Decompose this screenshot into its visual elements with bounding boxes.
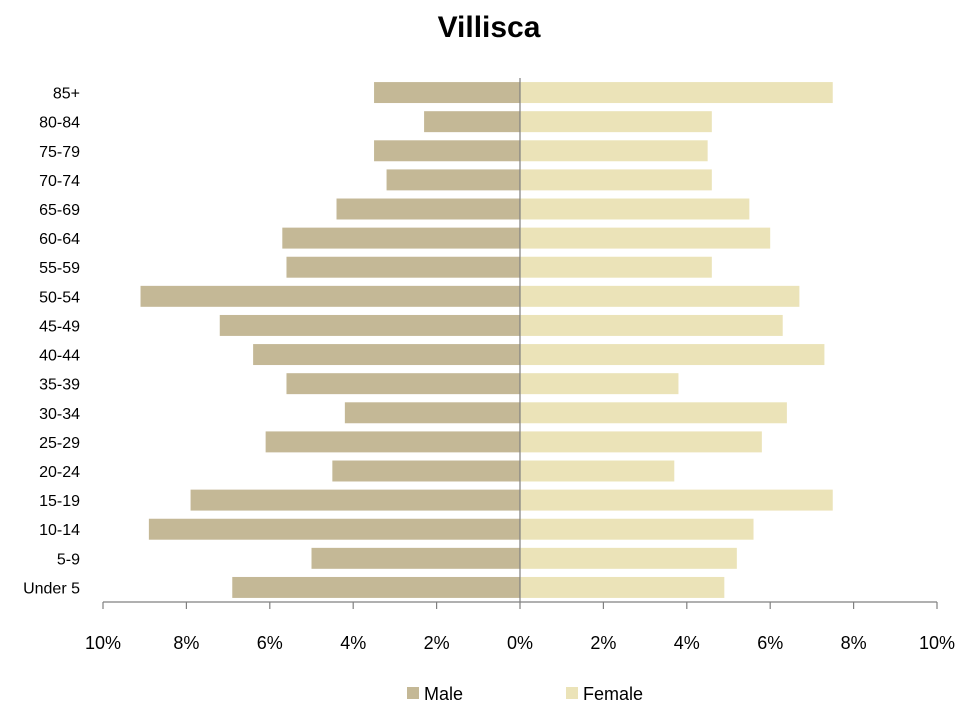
bar-female-25-29 xyxy=(520,431,762,453)
bar-male-55-59 xyxy=(286,256,520,278)
bar-female-65-69 xyxy=(520,198,750,220)
bar-female-30-34 xyxy=(520,402,787,424)
bar-male-75-79 xyxy=(374,140,520,162)
chart-title: Villisca xyxy=(438,11,541,44)
category-label: 65-69 xyxy=(39,202,80,219)
category-label: 20-24 xyxy=(39,464,80,481)
bar-female-20-24 xyxy=(520,460,675,482)
legend: Male Female xyxy=(407,684,643,704)
bar-male-under-5 xyxy=(232,576,520,598)
bar-male-65-69 xyxy=(336,198,520,220)
bar-male-80-84 xyxy=(424,111,520,133)
bar-female-10-14 xyxy=(520,518,754,540)
bar-female-35-39 xyxy=(520,373,679,395)
bar-male-30-34 xyxy=(344,402,520,424)
category-label: Under 5 xyxy=(23,580,80,597)
bar-female-75-79 xyxy=(520,140,708,162)
x-tick-label: 0% xyxy=(507,633,533,653)
bar-female-60-64 xyxy=(520,227,771,249)
category-label: 60-64 xyxy=(39,231,80,248)
category-label: 40-44 xyxy=(39,348,80,365)
bar-female-45-49 xyxy=(520,314,783,336)
bar-male-10-14 xyxy=(148,518,520,540)
category-label: 80-84 xyxy=(39,115,80,132)
bar-male-5-9 xyxy=(311,547,520,569)
category-labels: Under 5 5-9 10-14 15-19 20-24 25-29 30-34 35-39… xyxy=(23,86,80,598)
bar-female-15-19 xyxy=(520,489,833,511)
bar-male-60-64 xyxy=(282,227,520,249)
category-label: 85+ xyxy=(53,86,80,103)
bar-female-under-5 xyxy=(520,576,725,598)
category-label: 45-49 xyxy=(39,318,80,335)
bar-female-40-44 xyxy=(520,344,825,366)
legend-swatch-female xyxy=(566,687,578,699)
x-axis: 10% 8% 6% 4% 2% 0% 2% 4% 6% 8% 10% xyxy=(85,78,955,653)
x-tick-label: 10% xyxy=(85,633,121,653)
x-tick-label: 6% xyxy=(257,633,283,653)
bar-female-50-54 xyxy=(520,285,800,307)
x-tick-label: 10% xyxy=(919,633,955,653)
legend-swatch-male xyxy=(407,687,419,699)
category-label: 75-79 xyxy=(39,144,80,161)
x-tick-label: 8% xyxy=(841,633,867,653)
bar-male-45-49 xyxy=(219,314,520,336)
bar-female-85+ xyxy=(520,82,833,104)
category-label: 25-29 xyxy=(39,435,80,452)
x-tick-label: 4% xyxy=(340,633,366,653)
category-label: 15-19 xyxy=(39,493,80,510)
category-label: 70-74 xyxy=(39,173,80,190)
bar-female-5-9 xyxy=(520,547,737,569)
bar-female-70-74 xyxy=(520,169,712,191)
bar-male-40-44 xyxy=(253,344,520,366)
category-label: 55-59 xyxy=(39,260,80,277)
x-tick-label: 4% xyxy=(674,633,700,653)
category-label: 35-39 xyxy=(39,377,80,394)
x-tick-label: 2% xyxy=(424,633,450,653)
bar-female-80-84 xyxy=(520,111,712,133)
bar-male-70-74 xyxy=(386,169,520,191)
x-tick-label: 6% xyxy=(757,633,783,653)
category-label: 10-14 xyxy=(39,522,80,539)
bar-male-15-19 xyxy=(190,489,520,511)
bar-female-55-59 xyxy=(520,256,712,278)
bar-male-20-24 xyxy=(332,460,520,482)
bar-male-35-39 xyxy=(286,373,520,395)
bar-male-25-29 xyxy=(265,431,520,453)
legend-label-female: Female xyxy=(583,684,643,704)
bars-group xyxy=(140,82,833,598)
x-tick-label: 2% xyxy=(590,633,616,653)
category-label: 5-9 xyxy=(57,551,80,568)
category-label: 50-54 xyxy=(39,289,80,306)
bar-male-50-54 xyxy=(140,285,520,307)
bar-male-85+ xyxy=(374,82,520,104)
legend-label-male: Male xyxy=(424,684,463,704)
category-label: 30-34 xyxy=(39,406,80,423)
x-tick-label: 8% xyxy=(173,633,199,653)
